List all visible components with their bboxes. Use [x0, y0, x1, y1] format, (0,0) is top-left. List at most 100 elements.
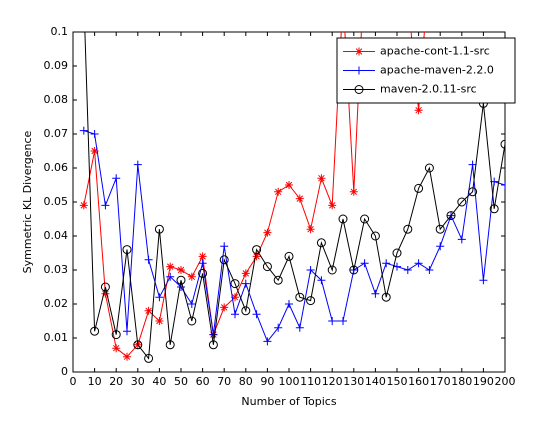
data-point	[263, 337, 272, 346]
data-point	[231, 293, 239, 302]
data-point	[111, 330, 121, 340]
data-point	[252, 252, 261, 261]
y-tick-label: 0.07	[44, 127, 69, 140]
data-point	[90, 130, 99, 138]
data-point	[241, 269, 250, 278]
data-point	[101, 289, 110, 298]
data-point	[219, 255, 229, 265]
data-point	[349, 187, 358, 196]
data-point	[252, 310, 261, 319]
y-tick-label: 0.05	[44, 195, 69, 208]
data-point	[90, 326, 100, 336]
data-point	[285, 300, 293, 308]
data-point	[317, 174, 326, 183]
data-point	[123, 352, 131, 361]
data-point	[414, 183, 424, 193]
data-point	[187, 316, 197, 326]
x-tick-label: 160	[408, 375, 429, 388]
data-point	[360, 259, 369, 268]
series-line	[84, 32, 505, 360]
x-axis-label: Number of Topics	[241, 395, 336, 408]
data-point	[360, 214, 370, 224]
data-point	[166, 272, 175, 281]
data-point	[392, 248, 402, 258]
data-point	[381, 292, 391, 302]
data-point	[457, 197, 467, 207]
data-point	[209, 330, 218, 339]
series-line	[83, 32, 425, 358]
data-point	[252, 245, 262, 255]
data-point	[90, 147, 99, 155]
data-point	[79, 126, 88, 135]
data-point	[155, 293, 164, 302]
data-point	[393, 262, 401, 271]
data-point	[133, 340, 143, 350]
data-point	[100, 282, 110, 292]
x-tick-label: 110	[300, 375, 321, 388]
data-point	[317, 276, 326, 285]
y-tick-label: 0.02	[44, 297, 69, 310]
data-point	[166, 262, 175, 271]
data-point	[414, 259, 423, 268]
data-point	[295, 323, 304, 332]
x-tick-label: 200	[495, 375, 516, 388]
data-point	[327, 265, 337, 275]
data-point	[198, 268, 208, 278]
x-tick-label: 80	[239, 375, 253, 388]
data-point	[230, 279, 240, 289]
legend-label: maven-2.0.11-src	[380, 83, 477, 96]
data-point	[241, 279, 250, 288]
data-point	[154, 224, 164, 234]
data-point	[177, 266, 185, 274]
data-point	[446, 211, 456, 221]
data-point	[403, 266, 412, 274]
data-point	[370, 231, 380, 241]
data-point	[382, 259, 391, 268]
legend-marker	[355, 47, 363, 56]
y-tick-label: 0.01	[44, 331, 69, 344]
lines	[79, 32, 505, 363]
x-tick-label: 180	[451, 375, 472, 388]
data-point	[187, 272, 196, 281]
data-point	[338, 214, 348, 224]
x-tick-label: 150	[387, 375, 408, 388]
data-point	[425, 266, 434, 274]
legend-label: apache-maven-2.2.0	[380, 64, 494, 77]
x-tick-label: 30	[131, 375, 145, 388]
data-point	[500, 139, 505, 149]
x-tick-label: 130	[343, 375, 364, 388]
data-point	[123, 327, 131, 336]
x-tick-label: 0	[70, 375, 77, 388]
data-point	[414, 106, 423, 115]
data-point	[328, 317, 337, 325]
y-tick-label: 0.08	[44, 93, 69, 106]
data-point	[101, 201, 110, 210]
x-tick-label: 100	[279, 375, 300, 388]
x-tick-label: 140	[365, 375, 386, 388]
data-point	[316, 238, 326, 248]
data-point	[176, 275, 186, 285]
x-tick-label: 70	[217, 375, 231, 388]
data-point	[208, 340, 218, 350]
data-point	[424, 163, 434, 173]
data-point	[133, 160, 142, 169]
data-point	[468, 160, 477, 169]
x-tick-label: 60	[196, 375, 210, 388]
x-tick-label: 20	[109, 375, 123, 388]
x-tick-label: 40	[152, 375, 166, 388]
data-point	[220, 242, 229, 251]
data-point	[468, 187, 478, 197]
x-tick-label: 10	[88, 375, 102, 388]
data-point	[295, 194, 304, 203]
y-tick-label: 0.09	[44, 59, 69, 72]
data-point	[371, 289, 380, 298]
legend-label: apache-cont-1.1-src	[380, 45, 490, 58]
data-point	[231, 310, 239, 319]
data-point	[112, 174, 121, 183]
data-point	[112, 344, 121, 353]
data-point	[349, 265, 359, 275]
data-point	[457, 235, 466, 244]
data-point	[273, 275, 283, 285]
data-point	[144, 306, 153, 315]
